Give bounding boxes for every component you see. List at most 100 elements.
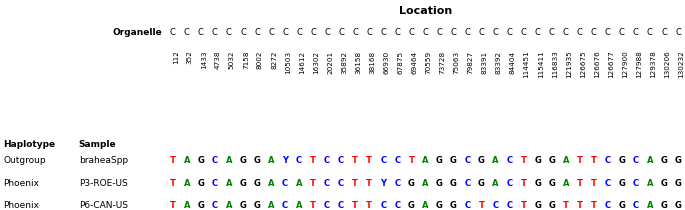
Text: Phoenix: Phoenix [3,201,40,210]
Text: A: A [647,201,653,210]
Text: C: C [226,28,232,37]
Text: C: C [282,28,288,37]
Text: C: C [296,156,302,165]
Text: 36158: 36158 [356,50,361,74]
Text: T: T [310,179,316,188]
Text: G: G [450,179,457,188]
Text: 84404: 84404 [510,50,516,74]
Text: C: C [184,28,190,37]
Text: G: G [240,156,247,165]
Text: C: C [577,28,583,37]
Text: C: C [296,28,302,37]
Text: C: C [324,156,330,165]
Text: G: G [478,179,485,188]
Text: G: G [436,156,443,165]
Text: C: C [395,156,400,165]
Text: C: C [268,28,274,37]
Text: T: T [521,156,527,165]
Text: T: T [577,201,583,210]
Text: C: C [395,28,400,37]
Text: T: T [352,156,358,165]
Text: C: C [619,28,625,37]
Text: C: C [338,156,345,165]
Text: T: T [591,179,597,188]
Text: T: T [170,179,176,188]
Text: C: C [563,28,569,37]
Text: 4738: 4738 [215,50,221,69]
Text: 14612: 14612 [299,50,305,74]
Text: G: G [253,201,260,210]
Text: C: C [506,201,512,210]
Text: 116833: 116833 [551,50,558,78]
Text: 16302: 16302 [313,50,319,74]
Text: C: C [212,28,218,37]
Text: A: A [296,201,302,210]
Text: G: G [675,179,682,188]
Text: C: C [464,179,471,188]
Text: G: G [548,201,555,210]
Text: C: C [464,28,471,37]
Text: Haplotype: Haplotype [3,140,55,149]
Text: A: A [184,201,190,210]
Text: Sample: Sample [79,140,116,149]
Text: Y: Y [380,179,386,188]
Text: T: T [591,156,597,165]
Text: A: A [422,179,429,188]
Text: T: T [352,201,358,210]
Text: G: G [450,156,457,165]
Text: C: C [464,156,471,165]
Text: A: A [268,156,274,165]
Text: C: C [395,201,400,210]
Text: G: G [436,201,443,210]
Text: G: G [240,179,247,188]
Text: T: T [408,156,414,165]
Text: 7158: 7158 [243,50,249,69]
Text: A: A [225,201,232,210]
Text: C: C [282,201,288,210]
Text: C: C [633,201,639,210]
Text: 5032: 5032 [229,50,235,69]
Text: G: G [534,201,541,210]
Text: A: A [184,156,190,165]
Text: G: G [197,201,204,210]
Text: G: G [197,179,204,188]
Text: 126676: 126676 [594,50,600,78]
Text: C: C [605,179,611,188]
Text: 38168: 38168 [369,50,375,74]
Text: T: T [366,179,372,188]
Text: C: C [380,156,386,165]
Text: C: C [408,28,414,37]
Text: C: C [549,28,555,37]
Text: C: C [380,28,386,37]
Text: G: G [408,201,415,210]
Text: C: C [240,28,246,37]
Text: C: C [633,179,639,188]
Text: 112: 112 [173,50,179,64]
Text: C: C [507,28,512,37]
Text: C: C [633,28,639,37]
Text: A: A [562,156,569,165]
Text: C: C [324,179,330,188]
Text: C: C [535,28,540,37]
Text: G: G [534,179,541,188]
Text: C: C [451,28,456,37]
Text: C: C [493,28,499,37]
Text: T: T [310,201,316,210]
Text: C: C [506,156,512,165]
Text: 83392: 83392 [495,50,501,74]
Text: P6-CAN-US: P6-CAN-US [79,201,128,210]
Text: 114451: 114451 [523,50,530,78]
Text: 66930: 66930 [384,50,389,74]
Text: C: C [423,28,428,37]
Text: C: C [338,28,344,37]
Text: C: C [647,28,653,37]
Text: A: A [493,179,499,188]
Text: 75063: 75063 [453,50,460,74]
Text: C: C [493,201,499,210]
Text: C: C [395,179,400,188]
Text: A: A [225,156,232,165]
Text: 127900: 127900 [622,50,628,78]
Text: G: G [548,179,555,188]
Text: T: T [577,179,583,188]
Text: A: A [647,179,653,188]
